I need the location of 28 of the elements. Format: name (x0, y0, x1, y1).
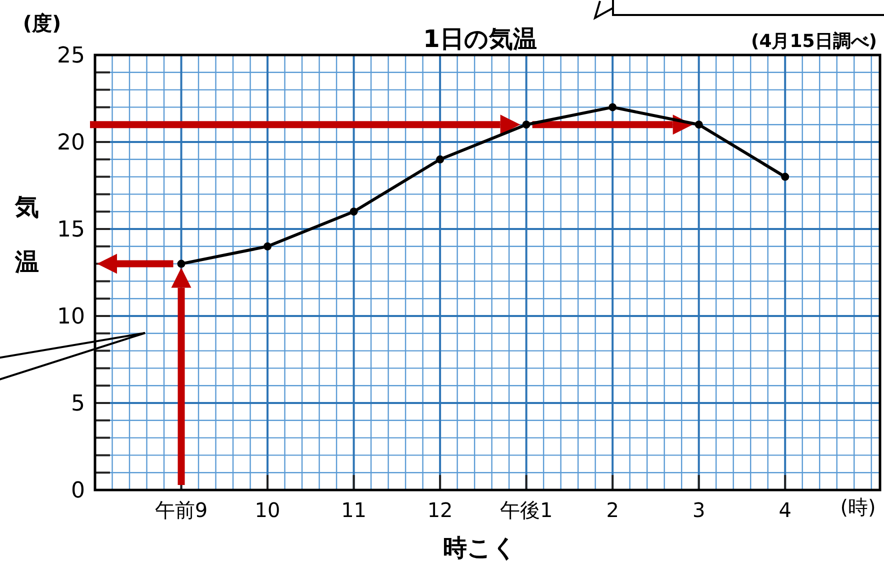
point (781, 172, 790, 181)
x-tick-label: 10 (254, 498, 280, 522)
x-tick-label: 12 (427, 498, 453, 522)
x-tick-label: 3 (692, 498, 706, 522)
y-tick-label: 5 (71, 392, 85, 417)
point (177, 260, 186, 268)
y-axis-title: 気温 (14, 193, 39, 276)
x-tick-label: 11 (341, 498, 367, 522)
point (608, 103, 617, 112)
point (436, 155, 444, 164)
y-tick-label: 15 (57, 218, 85, 243)
point (350, 208, 358, 216)
x-tick-label: 午後1 (500, 498, 553, 522)
point (264, 242, 272, 250)
y-tick-label: 20 (57, 130, 85, 156)
point (694, 120, 703, 129)
x-tick-label: 4 (778, 498, 792, 522)
point (522, 120, 530, 129)
y-tick-label: 25 (57, 44, 85, 69)
text: (時) (840, 495, 876, 519)
x-tick-label: 午前9 (154, 498, 208, 522)
x-axis-title: 時こく (443, 534, 517, 562)
chart-title: 1日の気温 (423, 25, 537, 53)
y-tick-label: 0 (71, 478, 85, 504)
chart-subtitle: (4月15日調べ) (750, 31, 877, 52)
y-tick-label: 10 (57, 304, 85, 330)
x-tick-label: 2 (606, 498, 619, 522)
text: (度) (22, 11, 62, 35)
